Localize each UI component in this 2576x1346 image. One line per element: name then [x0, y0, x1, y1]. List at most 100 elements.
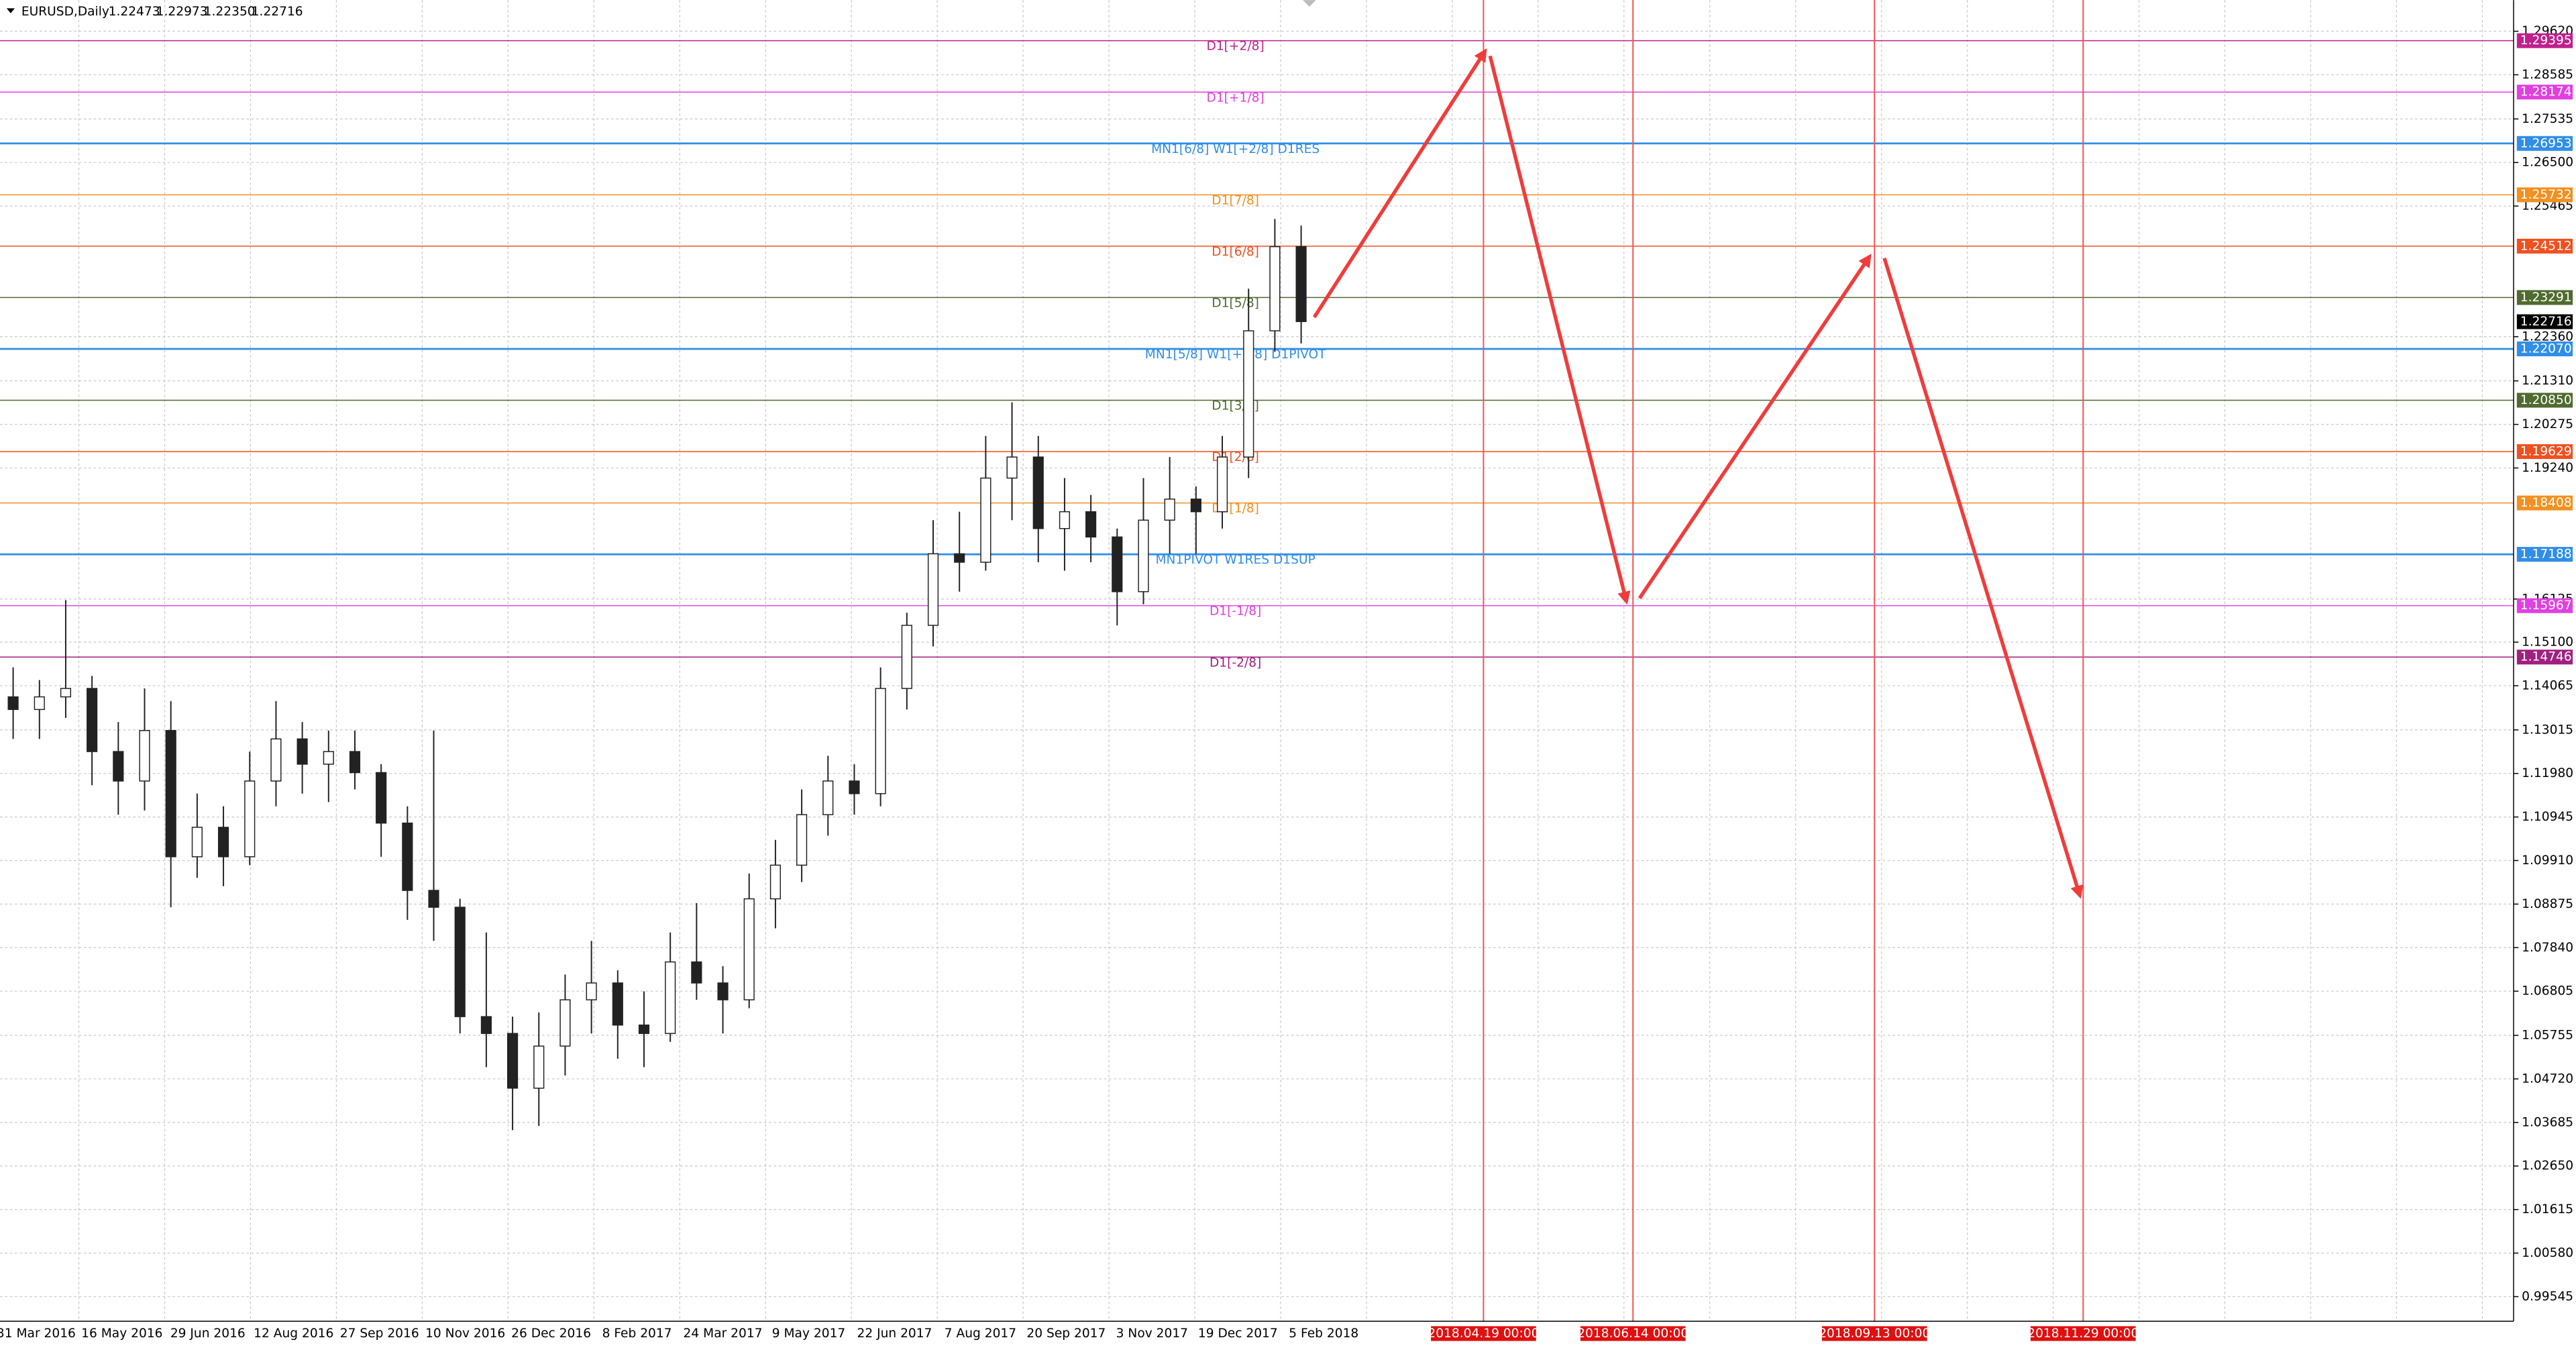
x-tick-label: 3 Nov 2017 — [1116, 1327, 1188, 1341]
candle-body — [113, 751, 124, 782]
candle-body — [217, 827, 229, 858]
candle-body — [769, 864, 781, 900]
y-tick-label: 1.26500 — [2522, 156, 2573, 170]
candle-body — [1243, 330, 1254, 458]
price-tag — [2516, 598, 2573, 613]
candle-body — [1269, 246, 1281, 331]
level-label: D1[+2/8] — [1207, 40, 1265, 54]
candle-body — [875, 688, 886, 794]
candle-body — [743, 898, 755, 1000]
y-tick-label: 1.15100 — [2522, 635, 2573, 650]
y-tick-label: 1.08875 — [2522, 897, 2573, 911]
candle-body — [428, 890, 439, 908]
x-tick-label: 29 Jun 2016 — [170, 1327, 246, 1341]
candle-body — [87, 688, 98, 752]
ohlc-value: 1.22350 — [204, 5, 256, 19]
price-tag-label: 1.22070 — [2520, 342, 2572, 356]
candle-body — [980, 477, 991, 563]
candle-body — [349, 751, 361, 774]
candle-body — [665, 961, 676, 1034]
x-tick-label: 12 Aug 2016 — [254, 1327, 333, 1341]
price-tag-label: 1.25732 — [2520, 188, 2572, 202]
y-tick-label: 1.09910 — [2522, 853, 2573, 868]
price-tag-label: 1.29395 — [2520, 34, 2572, 48]
level-label: D1[-1/8] — [1210, 605, 1261, 619]
price-tag-label: 1.26953 — [2520, 136, 2572, 150]
candle-body — [1190, 499, 1201, 513]
candle-body — [270, 738, 282, 782]
y-tick-label: 1.05755 — [2522, 1029, 2573, 1043]
candle-body — [1295, 246, 1307, 322]
y-tick-label: 1.11980 — [2522, 766, 2573, 780]
candle-body — [533, 1045, 545, 1089]
x-tick-label: 16 May 2016 — [81, 1327, 162, 1341]
price-tag-label: 1.14746 — [2520, 650, 2572, 664]
level-label: D1[+1/8] — [1207, 91, 1265, 105]
level-label: D1[5/8] — [1212, 296, 1259, 310]
price-tag — [2516, 238, 2573, 254]
candle-body — [480, 1016, 492, 1034]
price-tag — [2516, 444, 2573, 460]
price-tag — [2516, 547, 2573, 562]
candle-body — [822, 780, 834, 815]
candle-body — [954, 553, 965, 563]
y-tick-label: 1.03685 — [2522, 1115, 2573, 1129]
x-tick-label: 8 Feb 2017 — [602, 1327, 672, 1341]
time-marker-tag — [1821, 1326, 1927, 1341]
candle-body — [717, 982, 729, 1000]
y-tick-label: 1.06805 — [2522, 984, 2573, 998]
time-marker-label: 2018.09.13 00:00 — [1819, 1327, 1930, 1341]
arrow — [1882, 257, 2084, 899]
x-tick-label: 27 Sep 2016 — [340, 1327, 419, 1341]
y-tick-label: 1.00580 — [2522, 1246, 2573, 1260]
candle-body — [376, 772, 387, 824]
level-label: D1[-2/8] — [1210, 656, 1261, 670]
candle-body — [1006, 456, 1018, 479]
candle-body — [612, 982, 623, 1026]
candle-body — [139, 729, 150, 782]
x-tick-label: 5 Feb 2018 — [1289, 1327, 1358, 1341]
candle-body — [402, 822, 413, 891]
candle-body — [1216, 456, 1228, 513]
candle-body — [191, 827, 203, 858]
arrow — [1638, 254, 1872, 600]
scroll-marker — [1303, 0, 1316, 7]
price-tag-label: 1.19629 — [2520, 445, 2572, 459]
menu-icon[interactable] — [6, 8, 15, 13]
price-tag-label: 1.28174 — [2520, 85, 2572, 99]
price-tag-label: 1.15967 — [2520, 599, 2572, 613]
candle-body — [507, 1033, 519, 1089]
y-tick-label: 1.01615 — [2522, 1202, 2573, 1216]
price-tag-label: 1.23291 — [2520, 291, 2572, 305]
current-price-tag — [2516, 314, 2573, 329]
price-tag — [2516, 290, 2573, 305]
candle-body — [244, 780, 256, 858]
y-tick-label: 1.28585 — [2522, 68, 2573, 82]
candle-body — [1085, 511, 1097, 538]
time-marker-tag — [2030, 1326, 2136, 1341]
candle-body — [849, 780, 860, 794]
price-tag-label: 1.24512 — [2520, 239, 2572, 253]
candle-body — [586, 982, 597, 1000]
arrow — [1312, 48, 1487, 319]
y-tick-label: 1.22360 — [2522, 329, 2573, 344]
price-tag — [2516, 341, 2573, 356]
time-marker-label: 2018.04.19 00:00 — [1428, 1327, 1539, 1341]
level-label: D1[7/8] — [1212, 193, 1259, 207]
candle-body — [1164, 499, 1175, 521]
x-tick-label: 31 Mar 2016 — [0, 1327, 76, 1341]
y-tick-label: 1.25465 — [2522, 199, 2573, 213]
time-marker-tag — [1580, 1326, 1686, 1341]
level-label: MN1[6/8] W1[+2/8] D1RES — [1151, 142, 1320, 156]
level-label: D1[6/8] — [1212, 245, 1259, 259]
y-tick-label: 1.19240 — [2522, 461, 2573, 475]
candle-body — [901, 625, 912, 689]
x-tick-label: 10 Nov 2016 — [425, 1327, 505, 1341]
x-tick-label: 22 Jun 2017 — [857, 1327, 932, 1341]
candle-body — [454, 907, 466, 1017]
x-tick-label: 26 Dec 2016 — [511, 1327, 591, 1341]
y-tick-label: 1.02650 — [2522, 1159, 2573, 1173]
level-label: MN1[5/8] W1[+1/8] D1PIVOT — [1145, 348, 1326, 362]
candle-body — [1138, 519, 1149, 592]
